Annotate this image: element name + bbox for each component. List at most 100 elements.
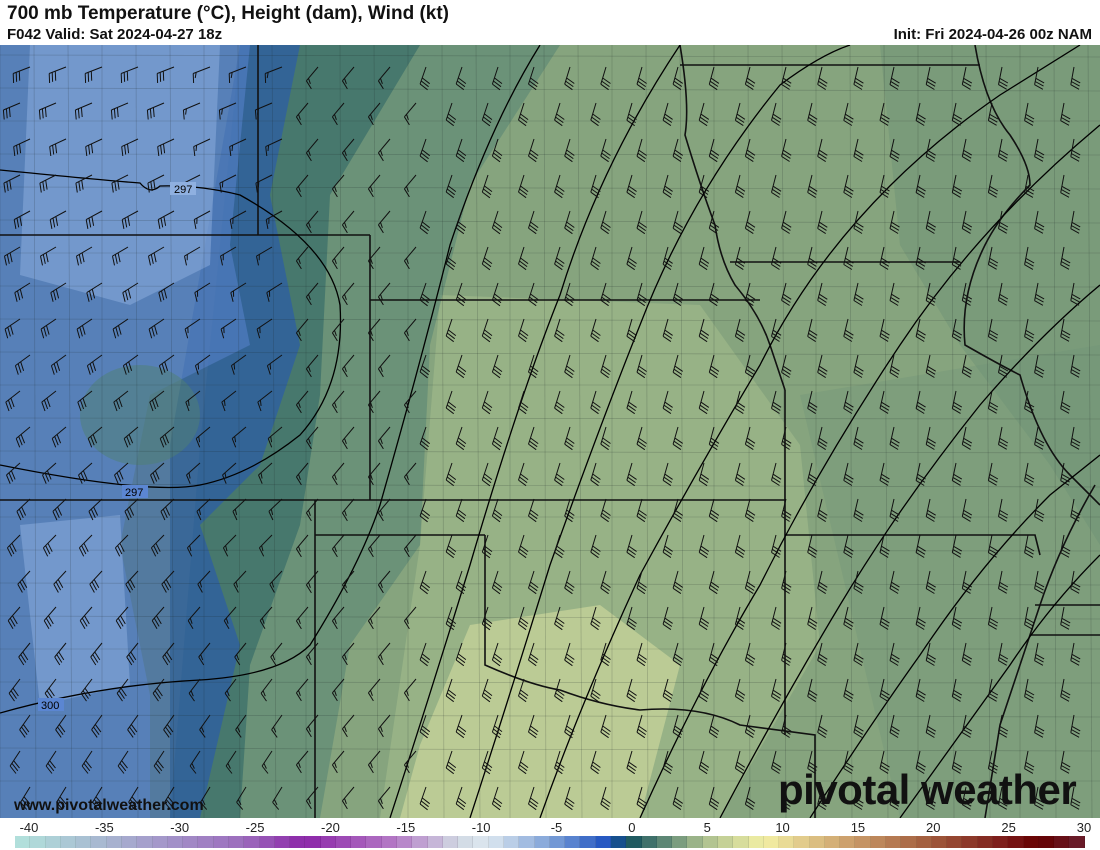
county-line	[67, 45, 73, 818]
colorbar-swatch	[397, 836, 413, 848]
wind-barb	[49, 138, 67, 157]
wind-barb	[853, 714, 864, 738]
wind-barb	[817, 138, 828, 163]
wind-barb	[233, 570, 247, 593]
wind-barb	[662, 390, 673, 415]
wind-barb	[853, 210, 864, 234]
wind-barb	[367, 678, 381, 702]
wind-barb	[305, 210, 319, 234]
wind-barb	[230, 354, 247, 375]
colorbar-swatch	[534, 836, 550, 848]
wind-barb	[419, 282, 431, 307]
wind-barb	[266, 282, 283, 302]
wind-barb	[1070, 786, 1081, 810]
colorbar-swatch	[809, 836, 825, 848]
wind-barb	[185, 390, 201, 412]
init-time: Init: Fri 2024-04-26 00z NAM	[893, 26, 1092, 43]
wind-barb	[218, 102, 237, 120]
colorbar-swatch	[381, 836, 398, 848]
height-contour	[809, 454, 1100, 818]
wind-barb	[39, 174, 57, 193]
colorbar-swatch	[1038, 836, 1055, 848]
wind-barb	[1024, 102, 1035, 126]
wind-barb	[771, 390, 782, 414]
wind-barb	[157, 210, 175, 229]
wind-barb	[626, 606, 637, 631]
wind-barb	[295, 606, 309, 630]
wind-barb	[331, 750, 345, 774]
wind-barb	[662, 606, 673, 631]
wind-barb	[149, 390, 165, 412]
wind-barb	[1060, 318, 1071, 342]
wind-barb	[403, 102, 417, 126]
wind-barb	[771, 174, 782, 198]
wind-barb	[1070, 714, 1081, 738]
wind-barb	[1024, 750, 1035, 774]
wind-barb	[951, 246, 963, 270]
weather-map: 297 297 300	[0, 45, 1100, 818]
county-line	[0, 747, 1100, 752]
wind-barb	[600, 138, 611, 163]
wind-barb	[1070, 210, 1081, 234]
wind-barb	[807, 462, 818, 487]
colorbar-swatch	[870, 836, 887, 848]
wind-barb	[590, 534, 601, 559]
colorbar-tick-label: 0	[628, 820, 636, 835]
colorbar-swatch	[519, 836, 535, 848]
wind-barb	[951, 102, 963, 126]
wind-barb	[744, 714, 756, 739]
wind-barb	[127, 714, 139, 738]
wind-barb	[90, 642, 103, 666]
county-line	[1087, 45, 1093, 818]
contour-label: 297	[125, 487, 143, 499]
wind-barb	[79, 606, 93, 630]
wind-barb	[163, 714, 175, 738]
county-line	[0, 54, 1100, 58]
wind-barb	[564, 786, 575, 811]
wind-barb	[41, 390, 57, 412]
colorbar-swatch	[76, 836, 92, 848]
wind-barb	[662, 318, 673, 343]
colorbar-swatch	[198, 836, 214, 848]
wind-barb	[122, 354, 139, 375]
wind-barb	[600, 426, 611, 451]
wind-barb	[445, 678, 457, 703]
wind-barb	[481, 390, 493, 415]
wind-barb	[331, 606, 345, 630]
wind-barb	[491, 66, 503, 91]
county-line	[0, 285, 1100, 288]
wind-barb	[222, 534, 237, 557]
wind-barb	[636, 138, 647, 163]
colorbar-swatch	[565, 836, 581, 848]
colorbar-swatch	[993, 836, 1009, 848]
wind-barb	[734, 174, 746, 199]
wind-barb	[734, 318, 746, 343]
wind-barb	[5, 390, 21, 412]
colorbar-swatch	[60, 836, 77, 848]
wind-barb	[600, 642, 611, 667]
height-contour	[719, 284, 1100, 818]
wind-barbs	[2, 66, 1081, 811]
wind-barb	[925, 786, 936, 810]
wind-barb	[925, 210, 936, 234]
wind-barb	[518, 462, 529, 487]
wind-barb	[698, 318, 710, 343]
colorbar-swatch	[672, 836, 688, 848]
wind-barb	[55, 714, 67, 738]
wind-barb	[158, 354, 175, 375]
wind-barb	[600, 498, 611, 523]
wind-barb	[744, 210, 756, 235]
wind-barb	[879, 462, 890, 486]
wind-barb	[708, 642, 720, 667]
wind-barb	[771, 102, 782, 126]
wind-barb	[258, 462, 273, 484]
wind-barb	[590, 390, 601, 415]
wind-barb	[232, 498, 247, 521]
wind-barb	[590, 678, 601, 703]
wind-barb	[951, 750, 963, 774]
wind-barb	[455, 210, 467, 235]
wind-barb	[925, 498, 936, 522]
wind-barb	[305, 714, 319, 738]
wind-barb	[305, 642, 319, 666]
wind-barb	[843, 246, 854, 270]
